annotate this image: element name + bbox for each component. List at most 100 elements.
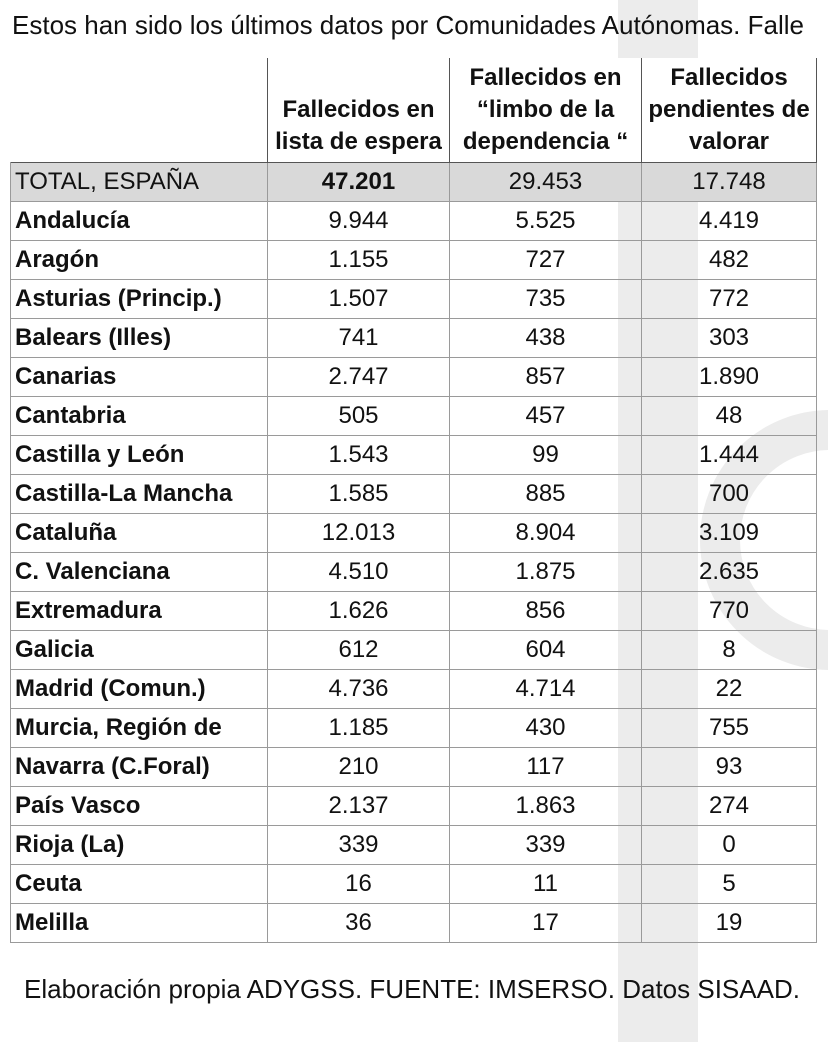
cell-lista-espera: 2.137 [267, 786, 450, 826]
header-blank [11, 58, 268, 163]
cell-lista-espera: 12.013 [267, 513, 450, 553]
table-row: Cantabria 505 457 48 [10, 396, 817, 436]
row-name: TOTAL, ESPAÑA [10, 162, 268, 202]
cell-lista-espera: 210 [267, 747, 450, 787]
cell-lista-espera: 47.201 [267, 162, 450, 202]
cell-pendientes: 274 [641, 786, 817, 826]
row-name: Murcia, Región de [10, 708, 268, 748]
cell-lista-espera: 1.543 [267, 435, 450, 475]
footer-source: Elaboración propia ADYGSS. FUENTE: IMSER… [24, 974, 800, 1004]
row-name: Melilla [10, 903, 268, 943]
cell-limbo: 1.863 [449, 786, 642, 826]
cell-limbo: 857 [449, 357, 642, 397]
cell-lista-espera: 4.736 [267, 669, 450, 709]
cell-limbo: 5.525 [449, 201, 642, 241]
cell-lista-espera: 1.155 [267, 240, 450, 280]
cell-limbo: 856 [449, 591, 642, 631]
cell-pendientes: 22 [641, 669, 817, 709]
row-name: Andalucía [10, 201, 268, 241]
cell-pendientes: 0 [641, 825, 817, 865]
cell-limbo: 99 [449, 435, 642, 475]
table-row: C. Valenciana 4.510 1.875 2.635 [10, 552, 817, 592]
table-row: Rioja (La) 339 339 0 [10, 825, 817, 865]
cell-limbo: 604 [449, 630, 642, 670]
cell-lista-espera: 16 [267, 864, 450, 904]
cell-pendientes: 17.748 [641, 162, 817, 202]
cell-lista-espera: 4.510 [267, 552, 450, 592]
cell-lista-espera: 1.585 [267, 474, 450, 514]
header-limbo: Fallecidos en “limbo de la dependencia “ [449, 58, 642, 163]
cell-limbo: 29.453 [449, 162, 642, 202]
table-row: Madrid (Comun.) 4.736 4.714 22 [10, 669, 817, 709]
cell-pendientes: 755 [641, 708, 817, 748]
cell-pendientes: 772 [641, 279, 817, 319]
cell-limbo: 117 [449, 747, 642, 787]
table-row: Navarra (C.Foral) 210 117 93 [10, 747, 817, 787]
cell-lista-espera: 1.626 [267, 591, 450, 631]
row-name: Castilla y León [10, 435, 268, 475]
table-row: Aragón 1.155 727 482 [10, 240, 817, 280]
row-name: C. Valenciana [10, 552, 268, 592]
cell-limbo: 885 [449, 474, 642, 514]
cell-lista-espera: 339 [267, 825, 450, 865]
table-row: Castilla-La Mancha 1.585 885 700 [10, 474, 817, 514]
table-row: Galicia 612 604 8 [10, 630, 817, 670]
total-row: TOTAL, ESPAÑA 47.201 29.453 17.748 [10, 162, 817, 202]
table-row: Andalucía 9.944 5.525 4.419 [10, 201, 817, 241]
row-name: País Vasco [10, 786, 268, 826]
table-row: País Vasco 2.137 1.863 274 [10, 786, 817, 826]
cell-lista-espera: 505 [267, 396, 450, 436]
table-row: Melilla 36 17 19 [10, 903, 817, 943]
header-pendientes: Fallecidos pendientes de valorar [641, 58, 817, 163]
cell-pendientes: 48 [641, 396, 817, 436]
cell-pendientes: 700 [641, 474, 817, 514]
cell-pendientes: 8 [641, 630, 817, 670]
header-row: Fallecidos en lista de espera Fallecidos… [11, 58, 817, 163]
cell-pendientes: 3.109 [641, 513, 817, 553]
cell-pendientes: 770 [641, 591, 817, 631]
cell-lista-espera: 1.507 [267, 279, 450, 319]
cell-lista-espera: 9.944 [267, 201, 450, 241]
cell-pendientes: 1.444 [641, 435, 817, 475]
cell-limbo: 1.875 [449, 552, 642, 592]
cell-lista-espera: 2.747 [267, 357, 450, 397]
cell-limbo: 457 [449, 396, 642, 436]
cell-limbo: 430 [449, 708, 642, 748]
table-row: Castilla y León 1.543 99 1.444 [10, 435, 817, 475]
row-name: Extremadura [10, 591, 268, 631]
cell-pendientes: 4.419 [641, 201, 817, 241]
row-name: Navarra (C.Foral) [10, 747, 268, 787]
data-table: Fallecidos en lista de espera Fallecidos… [10, 58, 817, 943]
cell-pendientes: 5 [641, 864, 817, 904]
cell-pendientes: 482 [641, 240, 817, 280]
row-name: Asturias (Princip.) [10, 279, 268, 319]
cell-pendientes: 93 [641, 747, 817, 787]
row-name: Castilla-La Mancha [10, 474, 268, 514]
cell-lista-espera: 741 [267, 318, 450, 358]
cell-pendientes: 19 [641, 903, 817, 943]
intro-text: Estos han sido los últimos datos por Com… [12, 10, 804, 40]
cell-limbo: 339 [449, 825, 642, 865]
header-lista-espera: Fallecidos en lista de espera [267, 58, 450, 163]
cell-pendientes: 303 [641, 318, 817, 358]
row-name: Balears (Illes) [10, 318, 268, 358]
cell-limbo: 438 [449, 318, 642, 358]
row-name: Madrid (Comun.) [10, 669, 268, 709]
cell-pendientes: 1.890 [641, 357, 817, 397]
table-row: Extremadura 1.626 856 770 [10, 591, 817, 631]
row-name: Rioja (La) [10, 825, 268, 865]
table-row: Ceuta 16 11 5 [10, 864, 817, 904]
table-row: Murcia, Región de 1.185 430 755 [10, 708, 817, 748]
cell-limbo: 727 [449, 240, 642, 280]
table-row: Canarias 2.747 857 1.890 [10, 357, 817, 397]
table-row: Cataluña 12.013 8.904 3.109 [10, 513, 817, 553]
cell-lista-espera: 612 [267, 630, 450, 670]
cell-limbo: 11 [449, 864, 642, 904]
row-name: Cantabria [10, 396, 268, 436]
cell-lista-espera: 36 [267, 903, 450, 943]
table-row: Asturias (Princip.) 1.507 735 772 [10, 279, 817, 319]
cell-limbo: 17 [449, 903, 642, 943]
cell-limbo: 4.714 [449, 669, 642, 709]
row-name: Ceuta [10, 864, 268, 904]
